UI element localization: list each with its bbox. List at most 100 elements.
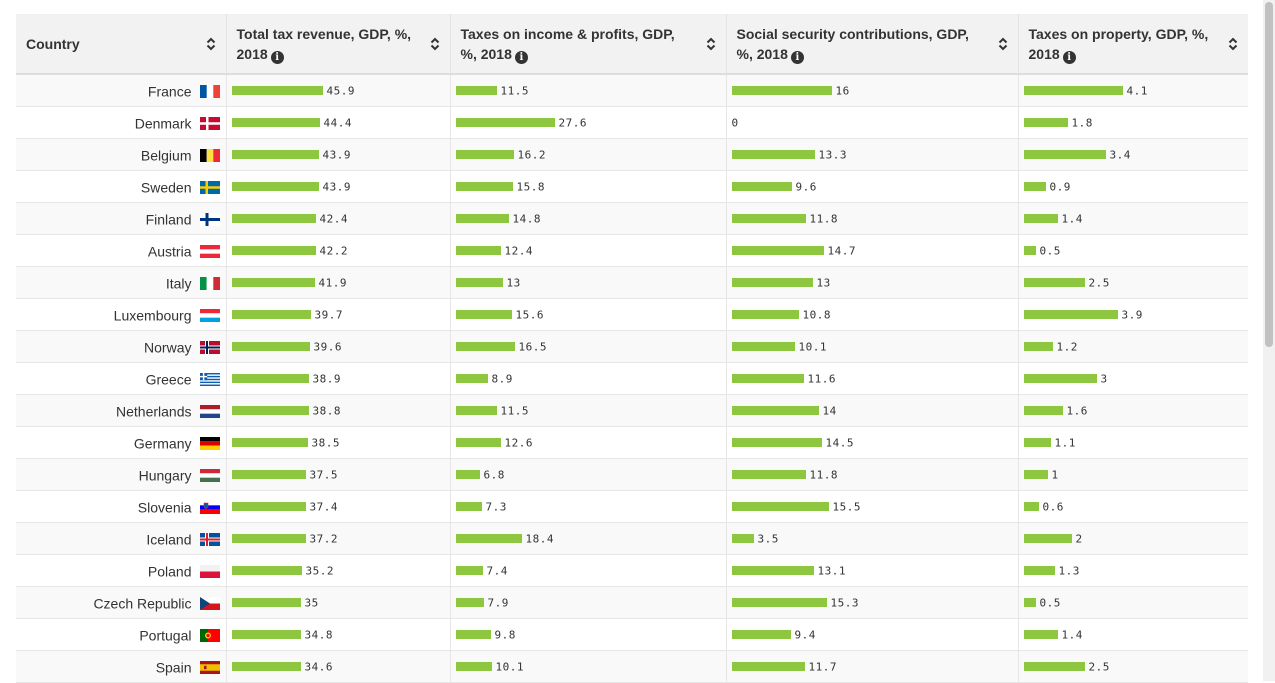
value-bar: [1023, 278, 1085, 288]
value-cell: 1.3: [1018, 554, 1248, 587]
value-label: 13: [816, 276, 831, 290]
value-cell: 42.4: [226, 202, 451, 235]
value-bar: [731, 246, 824, 256]
value-bar: [1023, 214, 1058, 224]
sort-icon[interactable]: [1228, 36, 1238, 52]
country-name: Portugal: [139, 627, 192, 644]
value-label: 3.5: [757, 532, 779, 546]
value-bar: [1023, 438, 1051, 448]
value-cell: 13.3: [726, 138, 1019, 171]
info-icon[interactable]: i: [514, 50, 528, 64]
value-cell: 11.8: [726, 458, 1019, 491]
value-cell: 11.6: [726, 362, 1019, 395]
country-cell: Luxembourg: [16, 298, 227, 331]
value-label: 16: [835, 84, 850, 98]
value-cell: 3.5: [726, 522, 1019, 555]
sort-icon[interactable]: [706, 36, 716, 52]
country-name: Netherlands: [116, 403, 192, 420]
value-cell: 34.6: [226, 650, 451, 683]
sort-icon[interactable]: [998, 36, 1008, 52]
value-cell: 13: [450, 266, 727, 299]
info-icon[interactable]: i: [1062, 50, 1076, 64]
country-cell: Norway: [16, 330, 227, 363]
value-bar: [731, 534, 754, 544]
value-bar: [731, 214, 806, 224]
value-cell: 0.5: [1018, 234, 1248, 267]
value-cell: 14.5: [726, 426, 1019, 459]
value-bar: [231, 598, 301, 608]
value-label: 1.4: [1061, 628, 1083, 642]
value-cell: 9.8: [450, 618, 727, 651]
value-bar: [1023, 342, 1053, 352]
country-cell: Czech Republic: [16, 586, 227, 619]
table-row: France 45.9 11.5 16 4.1: [16, 74, 1248, 107]
value-cell: 10.8: [726, 298, 1019, 331]
value-cell: 39.6: [226, 330, 451, 363]
greece-flag-icon: [199, 372, 220, 386]
sort-icon[interactable]: [206, 36, 216, 52]
value-label: 10.1: [495, 660, 524, 674]
value-cell: 43.9: [226, 170, 451, 203]
value-cell: 37.4: [226, 490, 451, 523]
value-label: 1.6: [1066, 404, 1088, 418]
scrollbar-thumb[interactable]: [1265, 2, 1273, 347]
value-bar: [455, 598, 484, 608]
value-label: 14.7: [827, 244, 856, 258]
value-bar: [731, 86, 832, 96]
value-label: 2: [1075, 532, 1083, 546]
value-cell: 37.5: [226, 458, 451, 491]
info-icon[interactable]: i: [270, 50, 284, 64]
country-name: Iceland: [146, 531, 192, 548]
value-label: 1.4: [1061, 212, 1083, 226]
column-header-1[interactable]: Total tax revenue, GDP, %, 2018 i: [226, 14, 451, 75]
value-label: 9.4: [794, 628, 816, 642]
value-label: 7.9: [487, 596, 509, 610]
value-cell: 15.8: [450, 170, 727, 203]
value-label: 37.4: [309, 500, 338, 514]
value-cell: 43.9: [226, 138, 451, 171]
value-bar: [455, 310, 512, 320]
value-cell: 1: [1018, 458, 1248, 491]
value-cell: 15.6: [450, 298, 727, 331]
value-bar: [231, 406, 309, 416]
value-label: 10.8: [802, 308, 831, 322]
column-header-4[interactable]: Taxes on property, GDP, %, 2018 i: [1018, 14, 1248, 75]
slovenia-flag-icon: [199, 500, 220, 514]
column-header-3[interactable]: Social security contributions, GDP, %, 2…: [726, 14, 1019, 75]
column-header-2[interactable]: Taxes on income & profits, GDP, %, 2018 i: [450, 14, 727, 75]
value-cell: 39.7: [226, 298, 451, 331]
table-row: Netherlands 38.8 11.5 14 1.6: [16, 394, 1248, 427]
country-name: Slovenia: [137, 499, 192, 516]
value-cell: 12.6: [450, 426, 727, 459]
value-label: 27.6: [558, 116, 587, 130]
value-bar: [455, 86, 497, 96]
country-cell: Netherlands: [16, 394, 227, 427]
value-bar: [455, 278, 503, 288]
info-icon[interactable]: i: [790, 50, 804, 64]
country-name: Finland: [145, 211, 192, 228]
value-label: 15.3: [830, 596, 859, 610]
value-label: 2.5: [1088, 660, 1110, 674]
value-bar: [1023, 118, 1068, 128]
value-cell: 1.4: [1018, 202, 1248, 235]
value-bar: [231, 278, 315, 288]
value-cell: 42.2: [226, 234, 451, 267]
value-label: 37.2: [309, 532, 338, 546]
value-cell: 9.6: [726, 170, 1019, 203]
value-label: 42.2: [319, 244, 348, 258]
value-bar: [231, 118, 320, 128]
table-row: Belgium 43.9 16.2 13.3 3.4: [16, 138, 1248, 171]
vertical-scrollbar[interactable]: [1263, 0, 1275, 681]
value-bar: [1023, 662, 1085, 672]
value-bar: [731, 502, 829, 512]
column-header-country[interactable]: Country: [16, 14, 227, 75]
value-label: 8.9: [491, 372, 513, 386]
value-bar: [731, 342, 795, 352]
value-label: 4.1: [1126, 84, 1148, 98]
value-bar: [1023, 406, 1063, 416]
value-cell: 10.1: [450, 650, 727, 683]
value-cell: 13.1: [726, 554, 1019, 587]
sort-icon[interactable]: [430, 36, 440, 52]
hungary-flag-icon: [199, 468, 220, 482]
column-header-label: Country: [26, 35, 80, 52]
